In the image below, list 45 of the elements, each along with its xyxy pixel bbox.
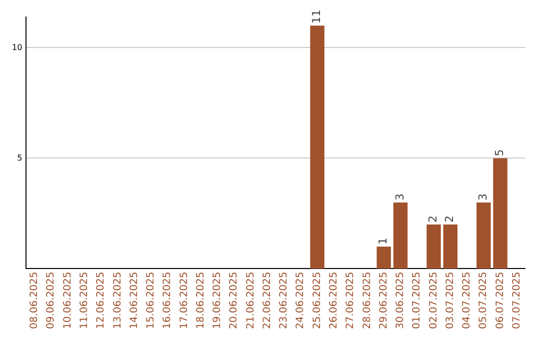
data-label: 3 bbox=[393, 193, 406, 200]
x-tick-label: 14.06.2025 bbox=[128, 272, 140, 330]
x-tick-label: 24.06.2025 bbox=[295, 272, 306, 330]
bar bbox=[376, 246, 391, 269]
x-tick-label: 08.06.2025 bbox=[29, 272, 40, 330]
x-tick-label: 21.06.2025 bbox=[245, 272, 256, 330]
x-tick-label: 01.07.2025 bbox=[412, 272, 423, 330]
bar bbox=[393, 202, 408, 269]
x-tick-label: 17.06.2025 bbox=[178, 272, 190, 330]
x-tick-label: 27.06.2025 bbox=[345, 272, 356, 330]
data-label: 2 bbox=[426, 216, 440, 223]
x-tick-label: 30.06.2025 bbox=[395, 272, 406, 330]
x-tick-label: 12.06.2025 bbox=[96, 272, 107, 330]
bar bbox=[310, 26, 324, 269]
x-tick-label: 18.06.2025 bbox=[195, 272, 206, 330]
data-label: 1 bbox=[376, 238, 390, 245]
y-tick-label: 10 bbox=[12, 42, 22, 52]
x-tick-label: 02.07.2025 bbox=[428, 272, 440, 330]
x-tick-label: 23.06.2025 bbox=[278, 272, 290, 330]
data-label: 3 bbox=[476, 193, 490, 200]
x-tick-label: 22.06.2025 bbox=[262, 272, 273, 330]
x-tick-label: 04.07.2025 bbox=[462, 272, 473, 330]
data-label: 5 bbox=[493, 149, 506, 156]
x-tick-label: 09.06.2025 bbox=[46, 272, 57, 330]
x-tick-label: 15.06.2025 bbox=[146, 272, 157, 330]
x-tick-label: 25.06.2025 bbox=[312, 272, 323, 330]
x-tick-label: 03.07.2025 bbox=[444, 272, 456, 330]
x-tick-label: 29.06.2025 bbox=[378, 272, 390, 330]
x-tick-label: 13.06.2025 bbox=[112, 272, 124, 330]
x-tick-label: 26.06.2025 bbox=[328, 272, 340, 330]
x-tick-label: 19.06.2025 bbox=[212, 272, 224, 330]
x-tick-label: 05.07.2025 bbox=[478, 272, 490, 330]
bar bbox=[476, 202, 491, 269]
bar bbox=[443, 224, 458, 269]
x-tick-label: 10.06.2025 bbox=[62, 272, 74, 330]
data-label: 11 bbox=[310, 10, 324, 24]
x-tick-label: 06.07.2025 bbox=[494, 272, 506, 330]
x-tick-label: 16.06.2025 bbox=[162, 272, 174, 330]
data-label: 2 bbox=[443, 216, 456, 223]
bar bbox=[426, 224, 441, 269]
bar bbox=[493, 158, 508, 269]
x-tick-label: 07.07.2025 bbox=[511, 272, 522, 330]
x-tick-label: 28.06.2025 bbox=[362, 272, 373, 330]
x-tick-label: 11.06.2025 bbox=[78, 272, 90, 330]
x-tick-label: 20.06.2025 bbox=[228, 272, 240, 330]
